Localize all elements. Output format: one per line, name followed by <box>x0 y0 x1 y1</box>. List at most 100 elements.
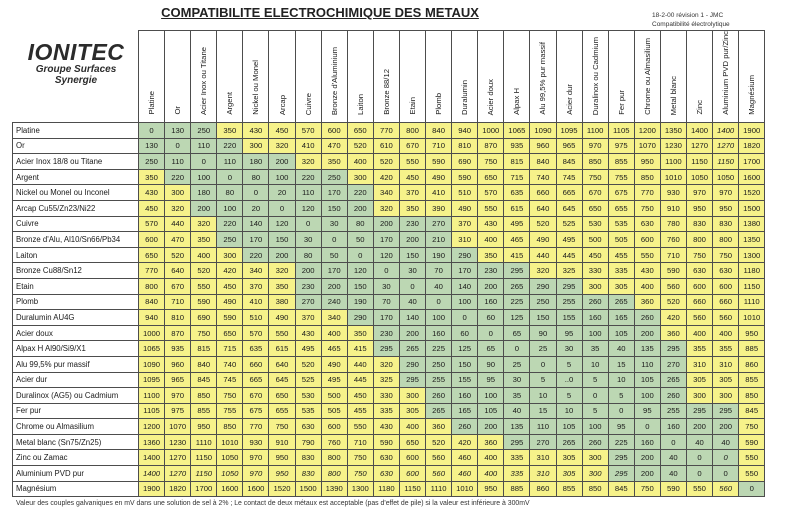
table-cell: 560 <box>712 309 740 326</box>
table-cell: 650 <box>398 433 427 451</box>
table-cell: 0 <box>425 293 453 311</box>
table-cell: 885 <box>503 480 531 498</box>
table-cell: 270 <box>294 293 322 311</box>
table-cell: 95 <box>555 324 583 342</box>
row-label: Bronze d'Alu, Al10/Sn66/Pb34 <box>12 231 139 248</box>
table-cell: 645 <box>268 371 296 389</box>
table-row-zinc-ou-zamac: Zinc ou Zamac 1400 1270 1150 1050 970 950 830 80… <box>12 449 766 467</box>
table-cell: 100 <box>477 387 505 404</box>
table-cell: 420 <box>216 262 244 279</box>
table-cell: 100 <box>268 168 296 186</box>
column-header-or: Or <box>164 30 192 123</box>
table-cell: 100 <box>581 418 609 435</box>
table-cell: 630 <box>372 465 400 482</box>
table-cell: 550 <box>268 324 296 342</box>
table-cell: 220 <box>294 168 322 186</box>
table-cell: 15 <box>529 402 557 420</box>
table-cell: 590 <box>190 293 218 311</box>
table-cell: 295 <box>503 433 531 451</box>
table-cell: 870 <box>164 324 192 342</box>
table-cell: 470 <box>164 231 192 248</box>
table-cell: 450 <box>581 246 609 264</box>
table-cell: 5 <box>581 371 609 389</box>
table-cell: 845 <box>738 402 766 420</box>
table-cell: 5 <box>607 387 635 404</box>
table-cell: 160 <box>633 433 661 451</box>
table-cell: 850 <box>581 153 609 170</box>
table-cell: 560 <box>425 465 453 482</box>
table-cell: 845 <box>190 371 218 389</box>
table-cell: 1700 <box>190 480 218 498</box>
table-cell: 165 <box>451 402 479 420</box>
table-cell: 675 <box>607 184 635 201</box>
table-cell: 420 <box>659 309 687 326</box>
row-label: Arcap Cu55/Zn23/Ni22 <box>12 199 139 217</box>
table-cell: 0 <box>633 418 661 435</box>
table-cell: 220 <box>242 246 270 264</box>
table-cell: 0 <box>685 465 714 482</box>
table-cell: 360 <box>477 433 505 451</box>
table-cell: 1110 <box>190 433 218 451</box>
table-cell: 935 <box>164 340 192 357</box>
table-cell: 25 <box>529 340 557 357</box>
table-cell: 300 <box>581 449 609 467</box>
table-cell: 1065 <box>137 340 166 357</box>
column-header-chrome-ou-almasilium: Chrome ou Almasilium <box>633 30 661 123</box>
table-cell: 370 <box>398 184 427 201</box>
column-header-nickel-ou-monel: Nickel ou Monel <box>242 30 270 123</box>
table-cell: 220 <box>216 137 244 155</box>
table-cell: 590 <box>659 480 687 498</box>
table-cell: 1180 <box>372 480 400 498</box>
table-cell: 0 <box>216 168 244 186</box>
table-cell: 970 <box>242 465 270 482</box>
column-header-label: Bronze 88/12 <box>381 69 391 115</box>
column-header-arcap: Arcap <box>268 30 296 123</box>
table-cell: 800 <box>712 231 740 248</box>
table-cell: 885 <box>738 340 766 357</box>
table-cell: 1400 <box>137 465 166 482</box>
table-cell: 1360 <box>137 433 166 451</box>
table-cell: 715 <box>216 340 244 357</box>
table-cell: 0 <box>164 137 192 155</box>
table-cell: 320 <box>372 355 400 373</box>
table-row-argent: Argent 350 220 100 0 80 100 220 250 300 420 450 490 5… <box>12 168 766 186</box>
table-cell: 250 <box>137 153 166 170</box>
company-logo: IONITEC Groupe Surfaces Synergie <box>0 40 152 86</box>
table-cell: 100 <box>425 309 453 326</box>
table-cell: 740 <box>216 355 244 373</box>
table-cell: 600 <box>398 465 427 482</box>
table-cell: 105 <box>607 324 635 342</box>
table-cell: 1820 <box>164 480 192 498</box>
table-cell: 650 <box>477 168 505 186</box>
table-cell: 1350 <box>659 122 687 139</box>
table-cell: 600 <box>685 277 714 295</box>
table-cell: 520 <box>529 215 557 233</box>
table-cell: 465 <box>503 231 531 248</box>
row-label: Laiton <box>12 246 139 264</box>
table-cell: 590 <box>738 433 766 451</box>
table-cell: 20 <box>268 184 296 201</box>
table-cell: 560 <box>685 309 714 326</box>
table-cell: 1400 <box>712 122 740 139</box>
column-header-label: Or <box>173 106 183 115</box>
table-cell: 15 <box>607 355 635 373</box>
table-cell: 30 <box>398 262 427 279</box>
table-cell: 1900 <box>137 480 166 498</box>
table-cell: 690 <box>451 153 479 170</box>
table-row-duralumin-au4g: Duralumin AU4G 940 810 690 590 510 490 370 340 29… <box>12 309 766 326</box>
table-cell: 965 <box>164 371 192 389</box>
table-cell: 840 <box>529 153 557 170</box>
table-cell: 1010 <box>659 168 687 186</box>
table-cell: 600 <box>633 231 661 248</box>
table-cell: 135 <box>633 340 661 357</box>
table-row-fer-pur: Fer pur 1105 975 855 755 675 655 535 505 455 335 30… <box>12 402 766 420</box>
table-cell: 70 <box>425 262 453 279</box>
table-cell: 855 <box>555 480 583 498</box>
table-cell: 0 <box>242 184 270 201</box>
table-cell: 940 <box>451 122 479 139</box>
table-cell: 710 <box>425 137 453 155</box>
table-cell: 30 <box>503 371 531 389</box>
table-cell: 590 <box>216 309 244 326</box>
column-header-label: Zinc <box>695 100 705 115</box>
table-cell: 50 <box>346 231 374 248</box>
